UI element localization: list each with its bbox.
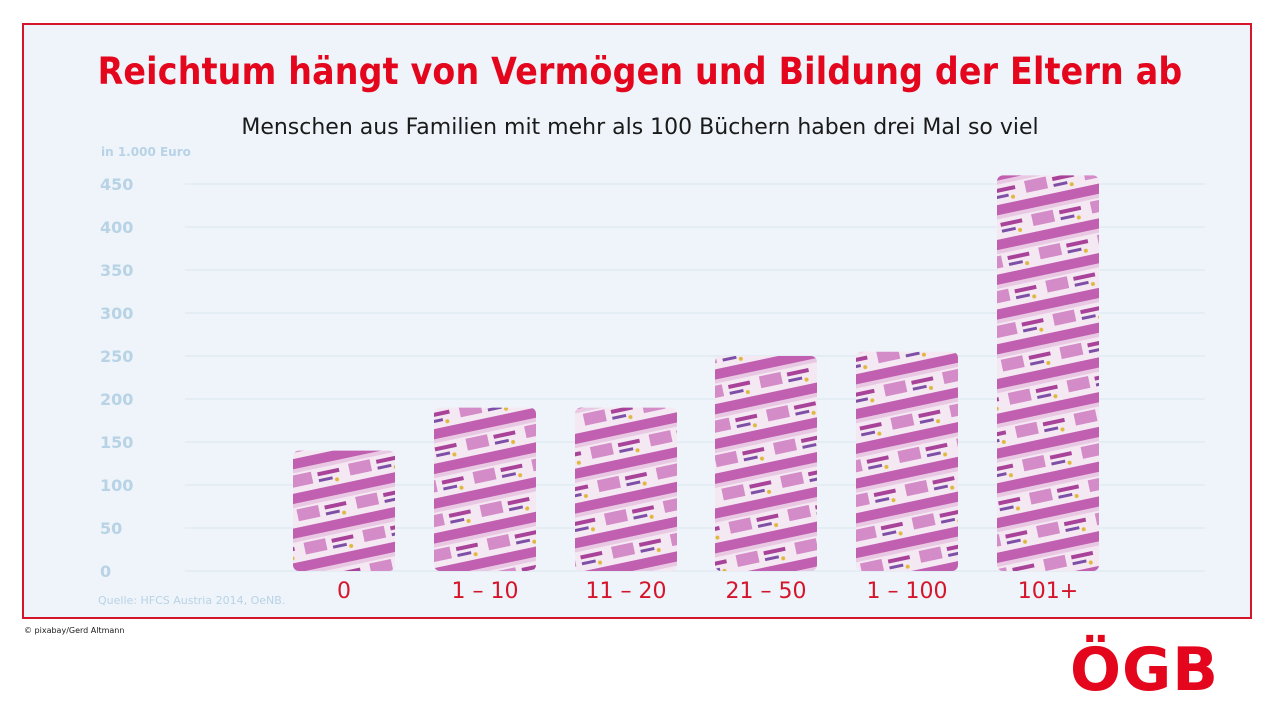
oegb-logo: ÖGB — [1070, 635, 1219, 705]
bar-4 — [715, 356, 817, 571]
x-category-label: 21 – 50 — [726, 579, 807, 604]
y-tick-label: 150 — [100, 433, 133, 452]
y-tick-label: 350 — [100, 261, 133, 280]
bar-1 — [293, 450, 395, 571]
image-credit: © pixabay/Gerd Altmann — [24, 626, 125, 635]
y-tick-label: 50 — [100, 519, 122, 538]
y-tick-label: 250 — [100, 347, 133, 366]
y-tick-label: 100 — [100, 476, 133, 495]
x-category-label: 1 – 10 — [452, 579, 519, 604]
chart-subtitle: Menschen aus Familien mit mehr als 100 B… — [241, 115, 1039, 140]
y-tick-label: 0 — [100, 562, 111, 581]
bar-6 — [997, 175, 1099, 571]
x-category-label: 0 — [337, 579, 351, 604]
x-category-label: 11 – 20 — [586, 579, 667, 604]
y-tick-label: 400 — [100, 218, 133, 237]
y-axis-unit-label: in 1.000 Euro — [101, 145, 191, 159]
y-tick-label: 300 — [100, 304, 133, 323]
source-note: Quelle: HFCS Austria 2014, OeNB. — [98, 594, 286, 607]
x-category-label: 1 – 100 — [867, 579, 948, 604]
chart-title: Reichtum hängt von Vermögen und Bildung … — [97, 50, 1183, 93]
x-category-label: 101+ — [1018, 579, 1078, 604]
y-tick-label: 200 — [100, 390, 133, 409]
y-tick-label: 450 — [100, 175, 133, 194]
bar-2 — [434, 407, 536, 571]
bar-3 — [575, 407, 677, 571]
bar-5 — [856, 351, 958, 571]
